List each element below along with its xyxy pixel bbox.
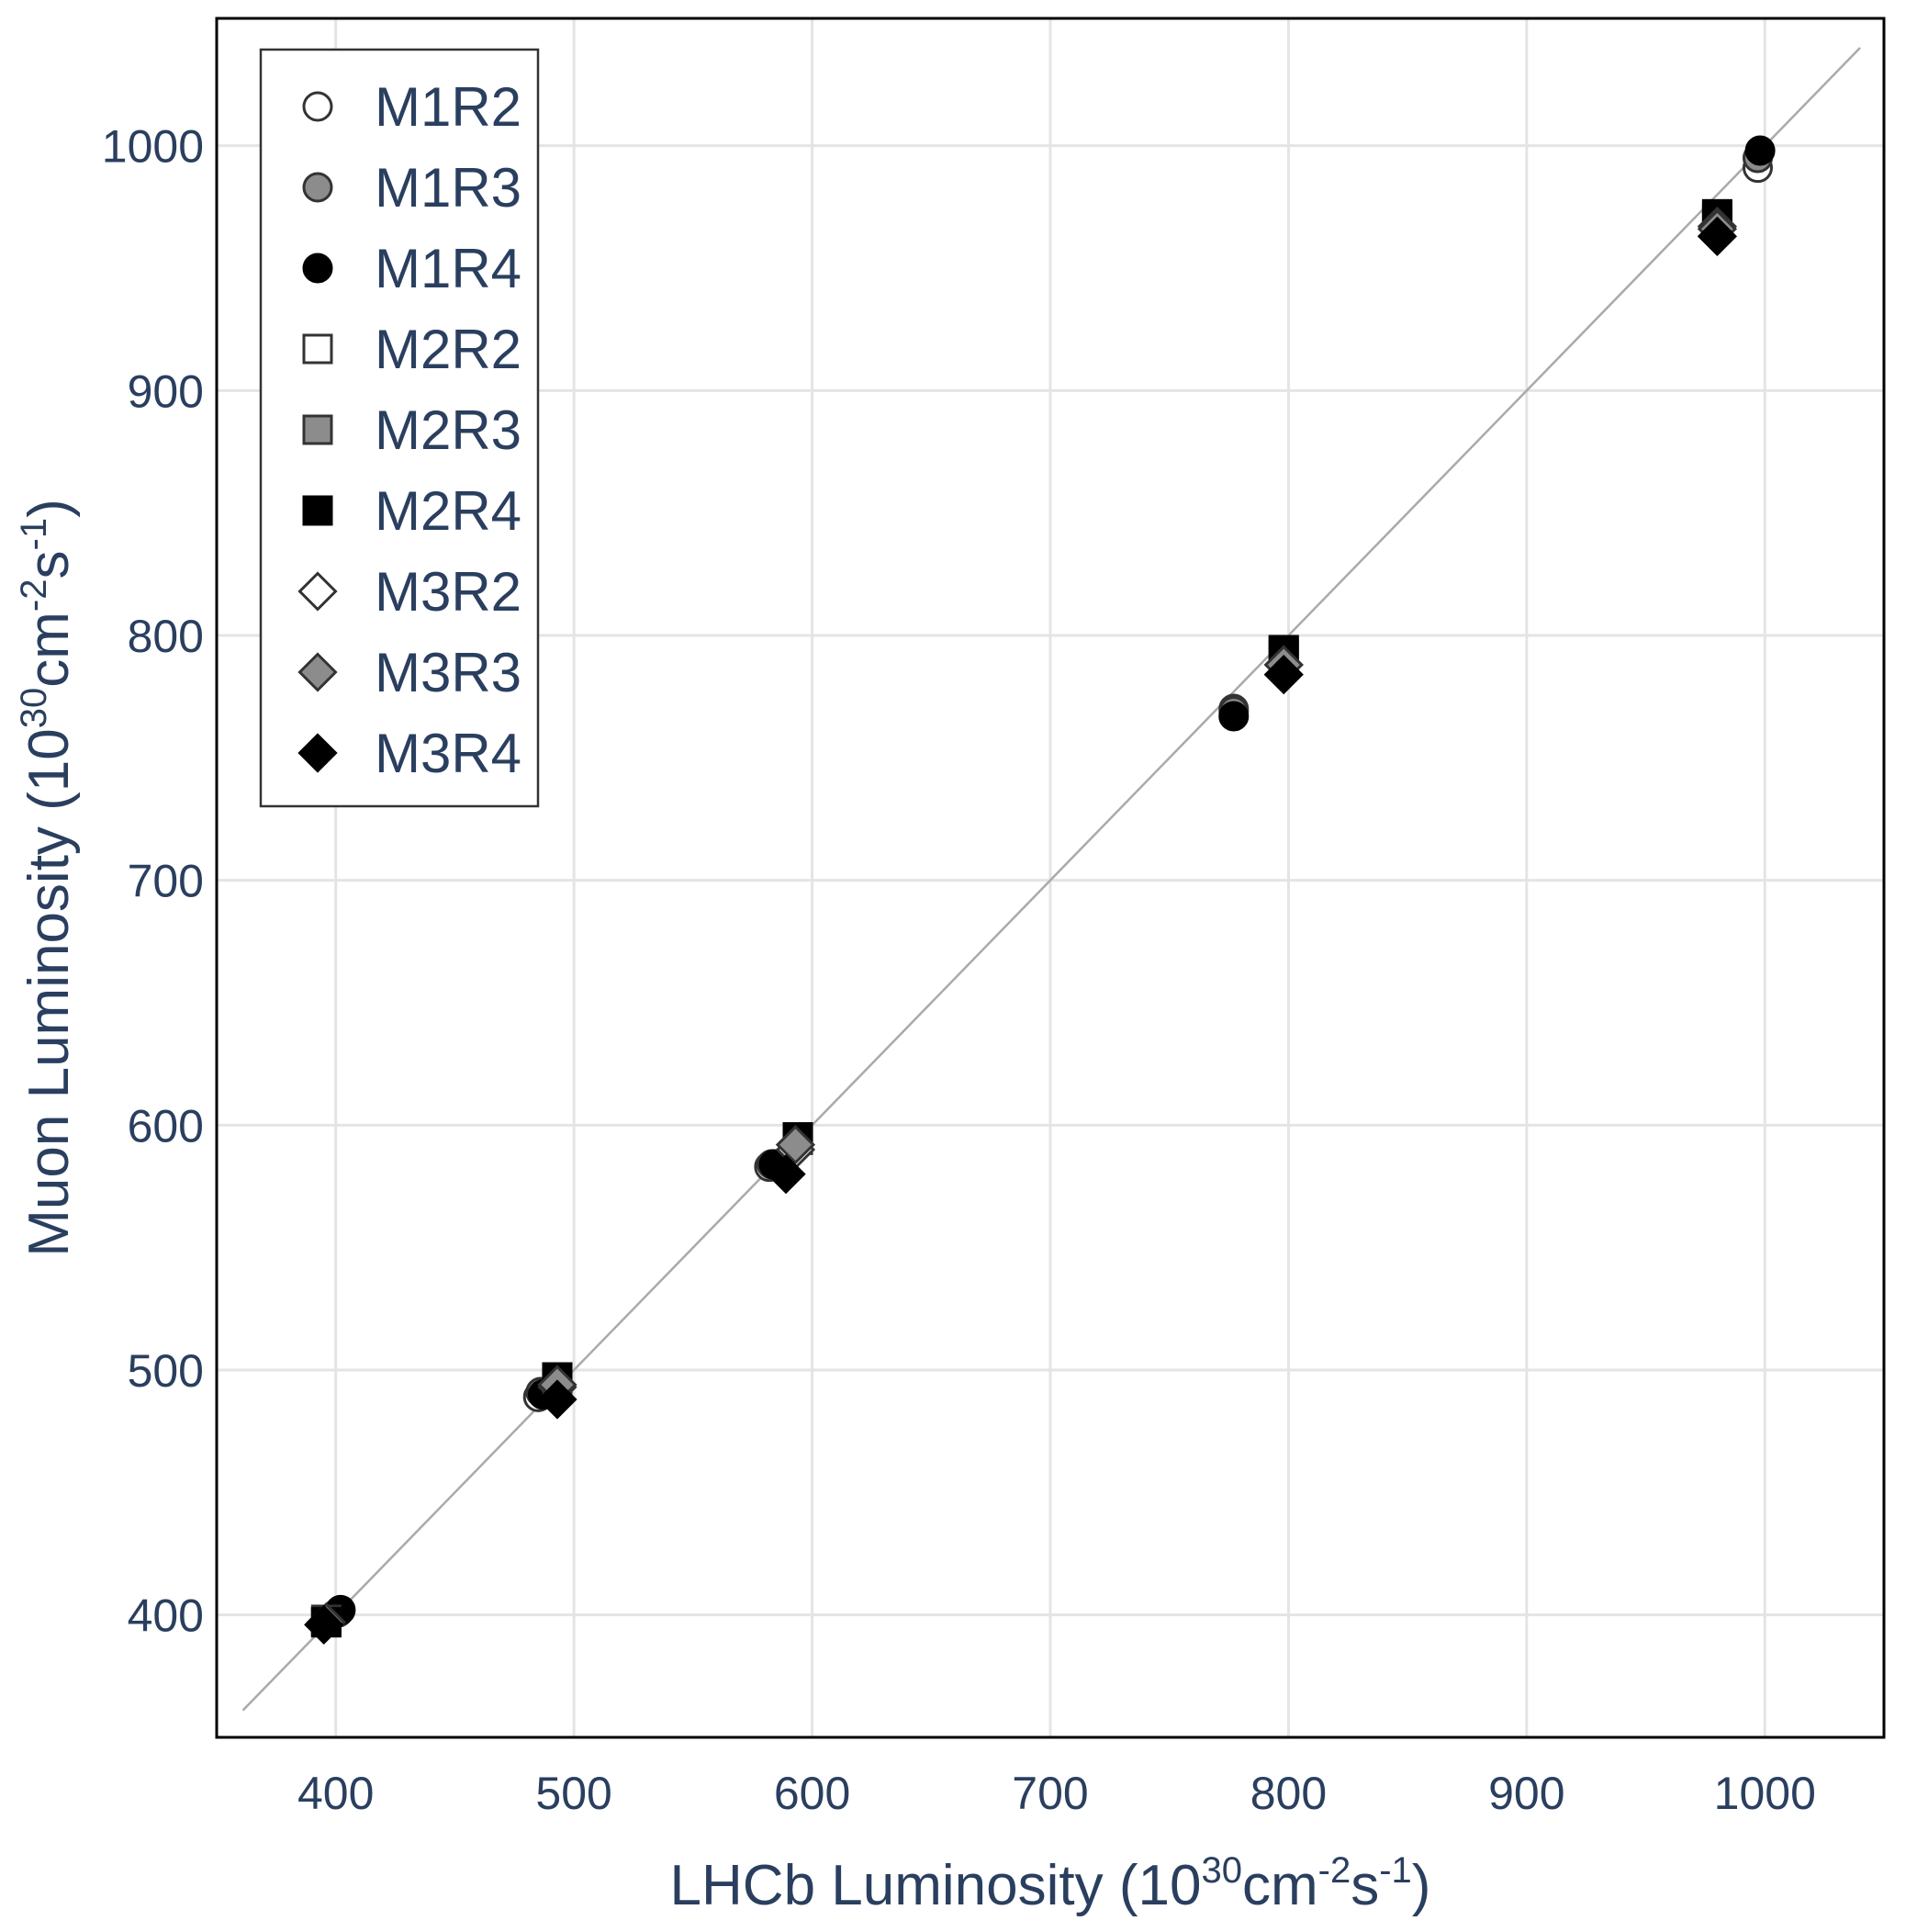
legend-square-icon [302, 495, 333, 526]
data-point [304, 1604, 344, 1645]
x-tick-label: 600 [774, 1768, 850, 1819]
legend-diamond-icon [297, 571, 338, 612]
legend-label: M1R3 [375, 157, 521, 219]
y-tick-label: 1000 [102, 121, 204, 173]
tick-labels: 400 500 600 700 800 900 1000 400 500 600 700 800 900… [102, 121, 1816, 1819]
y-axis-title: Muon Luminosity (1030cm-2s-1) [14, 499, 81, 1256]
legend-label: M2R4 [375, 480, 521, 542]
x-tick-label: 1000 [1714, 1768, 1816, 1819]
legend-diamond-icon [297, 733, 338, 773]
legend-label: M3R3 [375, 642, 521, 703]
x-tick-label: 700 [1012, 1768, 1088, 1819]
x-tick-label: 500 [535, 1768, 611, 1819]
legend-item-M3R2: M3R2 [297, 561, 521, 623]
y-tick-label: 800 [128, 611, 204, 662]
identity-line [241, 47, 1861, 1712]
legend-diamond-icon [297, 652, 338, 692]
plot-frame [215, 17, 1886, 1739]
y-tick-label: 900 [128, 365, 204, 417]
data-point [766, 1154, 806, 1195]
legend-item-M1R2: M1R2 [302, 76, 521, 138]
data-point [1218, 701, 1250, 732]
legend-item-M3R3: M3R3 [297, 642, 521, 703]
legend: M1R2 M1R3 M1R4 M2R2 M2R3 M2R4 M3R2 M3R3 M3R4 [259, 48, 540, 808]
y-tick-label: 400 [128, 1590, 204, 1642]
legend-item-M1R4: M1R4 [302, 238, 521, 299]
x-axis-title: LHCb Luminosity (1030cm-2s-1) [670, 1850, 1431, 1917]
legend-item-M2R3: M2R3 [302, 399, 521, 461]
data-point [1744, 135, 1776, 166]
x-tick-label: 400 [297, 1768, 374, 1819]
legend-label: M2R3 [375, 399, 521, 461]
legend-item-M2R4: M2R4 [302, 480, 521, 542]
legend-item-M3R4: M3R4 [297, 723, 521, 784]
reference-line-layer [241, 47, 1861, 1712]
legend-label: M1R2 [375, 76, 521, 138]
x-tick-label: 800 [1250, 1768, 1327, 1819]
legend-circle-icon [302, 91, 333, 122]
data-point [775, 1125, 816, 1165]
legend-label: M3R4 [375, 723, 521, 784]
legend-label: M1R4 [375, 238, 521, 299]
y-tick-label: 700 [128, 856, 204, 907]
legend-label: M2R2 [375, 319, 521, 380]
legend-square-icon [302, 414, 333, 445]
legend-item-M1R3: M1R3 [302, 157, 521, 219]
legend-circle-icon [302, 172, 333, 203]
y-tick-label: 500 [128, 1345, 204, 1397]
legend-label: M3R2 [375, 561, 521, 623]
series-M3R4 [304, 216, 1738, 1645]
data-point [1263, 655, 1304, 695]
data-point [1697, 216, 1738, 256]
legend-square-icon [302, 333, 333, 365]
x-tick-label: 900 [1488, 1768, 1564, 1819]
data-points [304, 135, 1776, 1645]
legend-circle-icon [302, 253, 333, 284]
y-tick-label: 600 [128, 1100, 204, 1151]
data-point [537, 1379, 577, 1420]
legend-item-M2R2: M2R2 [302, 319, 521, 380]
